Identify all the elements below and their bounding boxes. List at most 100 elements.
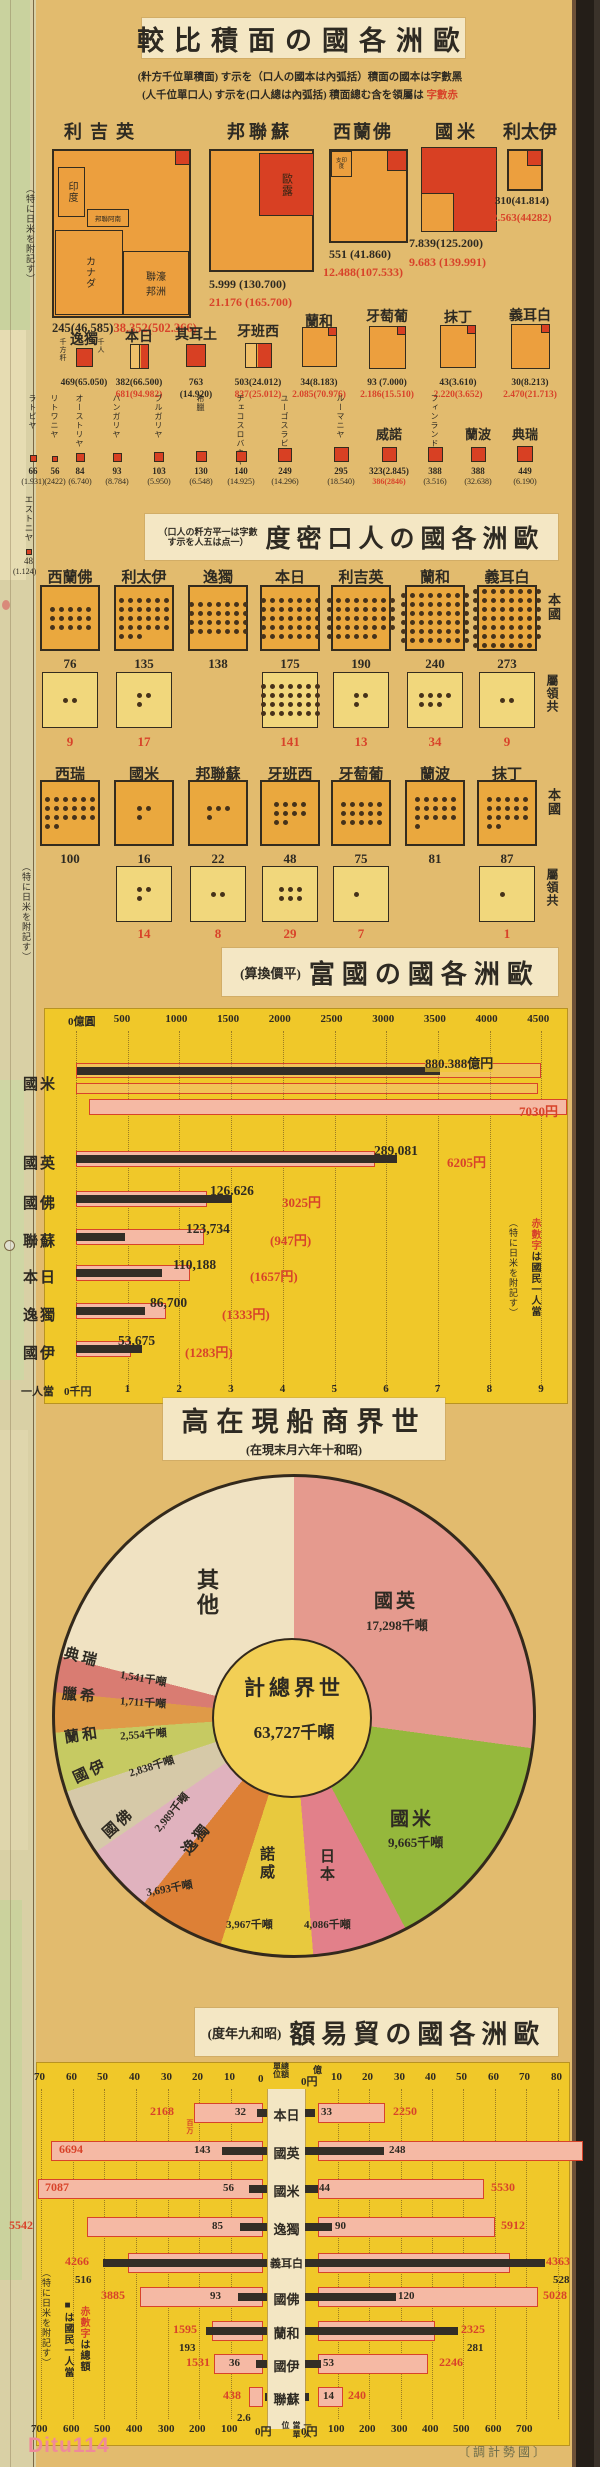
density-dot [63, 815, 68, 820]
export-total-value: 2325 [461, 2322, 485, 2336]
density-dot [464, 611, 469, 616]
density-dot [314, 711, 320, 716]
axis-tick: 600 [485, 2423, 502, 2435]
density-dot [437, 611, 442, 616]
density-dot [522, 797, 528, 802]
density-dot [390, 624, 395, 630]
density-dot [197, 602, 203, 607]
population-value: (14.296) [271, 477, 299, 486]
home-country-red-corner [467, 326, 475, 334]
home-density-value: 240 [425, 656, 445, 671]
export-percap-bar [305, 2259, 545, 2267]
density-dot [372, 597, 377, 603]
density-dot [500, 597, 505, 603]
axis-tick: 10 [224, 2071, 235, 2083]
density-dot [85, 624, 91, 630]
country-label: 抹丁 [444, 311, 472, 326]
axis-tick: 2 [176, 1383, 182, 1395]
density-dot [336, 615, 341, 621]
home-values: 469(65.050) [60, 378, 108, 388]
dot-grid [334, 673, 388, 727]
country-label: 義耳白 [509, 309, 551, 324]
density-dot [336, 606, 341, 612]
density-dot [137, 606, 142, 612]
density-dot [464, 638, 469, 643]
colonial-density-value: 29 [283, 926, 297, 941]
area-value: 140 [234, 466, 248, 476]
axis-tick: 60 [488, 2071, 499, 2083]
density-dot [473, 606, 478, 612]
density-dot [155, 615, 160, 621]
density-dot [495, 815, 501, 820]
country-box [112, 453, 122, 462]
density-dot [527, 597, 532, 603]
colonial-density-value: 34 [428, 734, 442, 749]
wealth-country-label: 本日 [23, 1270, 58, 1286]
total-values: 2.470(21.713) [503, 390, 557, 400]
country-box [440, 325, 476, 368]
density-dot [269, 684, 275, 689]
home-density-value: 190 [351, 656, 371, 671]
density-dot [90, 797, 95, 802]
axis-tick: 40 [425, 2071, 436, 2083]
density-dot [58, 615, 64, 621]
population-value: (18.540) [327, 477, 355, 486]
density-country-label: 本日 [274, 570, 305, 586]
country-label: 逸獨 [70, 333, 98, 348]
home-part [257, 344, 271, 367]
import-total-bar [194, 2103, 263, 2123]
density-dot [336, 597, 341, 603]
density-dot [522, 815, 528, 820]
area-country-minor: 希臘 130 (6.548) [177, 394, 225, 504]
percap-value: (947円) [270, 1233, 312, 1248]
density-dot [401, 593, 406, 598]
density-dot [269, 624, 275, 630]
area-value: 84 [75, 466, 85, 476]
area-country-usa: 國米 7.839(125.200) 9.683 (139.991) [409, 118, 516, 283]
density-dot [509, 597, 514, 603]
density-dot [345, 606, 350, 612]
density-dot [491, 588, 496, 594]
density-country-label: 邦聯蘇 [195, 767, 241, 783]
home-density-value: 76 [63, 656, 77, 671]
population-value: (5.950) [147, 477, 171, 486]
pie-slice-value: 9,665千噸 [388, 1835, 444, 1850]
density-dot [305, 624, 311, 630]
home-values: 310(41.814) [495, 195, 550, 207]
total-value: 123,734 [186, 1221, 230, 1236]
pie-slice-label: 其他 [194, 1568, 219, 1618]
total-value: 126.626 [210, 1183, 254, 1198]
shipping-title: 高在現船商界世 [181, 1407, 427, 1437]
country-box: 歐露 [209, 149, 314, 272]
density-dot [401, 620, 406, 625]
density-dot [278, 597, 284, 603]
axis-tick: 2000 [268, 1013, 291, 1025]
density-dot [137, 624, 142, 630]
margin-country-value: 48 [24, 556, 33, 566]
density-dot [522, 806, 528, 811]
home-density-value: 81 [428, 851, 442, 866]
home-density-value: 100 [60, 851, 80, 866]
density-dot [446, 638, 451, 643]
shipping-title-plate: 高在現船商界世 (在現末月六年十和昭) [163, 1398, 445, 1460]
density-dot [367, 810, 373, 816]
map-margin-strip [0, 0, 36, 2467]
total-values: 12.488(107.533) [323, 265, 403, 279]
export-total-bar [318, 2354, 428, 2374]
density-dot [76, 624, 82, 630]
density-dot [287, 887, 293, 892]
density-dot [287, 702, 293, 707]
import-percap-value: 85 [212, 2220, 223, 2232]
density-dot [274, 801, 279, 807]
home-density-box [260, 585, 320, 651]
density-dot [305, 606, 311, 612]
import-percap-value: 143 [194, 2144, 211, 2156]
density-dot [367, 801, 373, 807]
density-dot [518, 633, 523, 639]
total-values: (14.920) [179, 390, 213, 400]
density-dot [509, 633, 514, 639]
export-percap-bar [305, 2185, 318, 2193]
gridline [526, 2089, 527, 2419]
density-country-label: 西蘭佛 [47, 570, 93, 586]
axis-tick: 500 [94, 2423, 111, 2435]
